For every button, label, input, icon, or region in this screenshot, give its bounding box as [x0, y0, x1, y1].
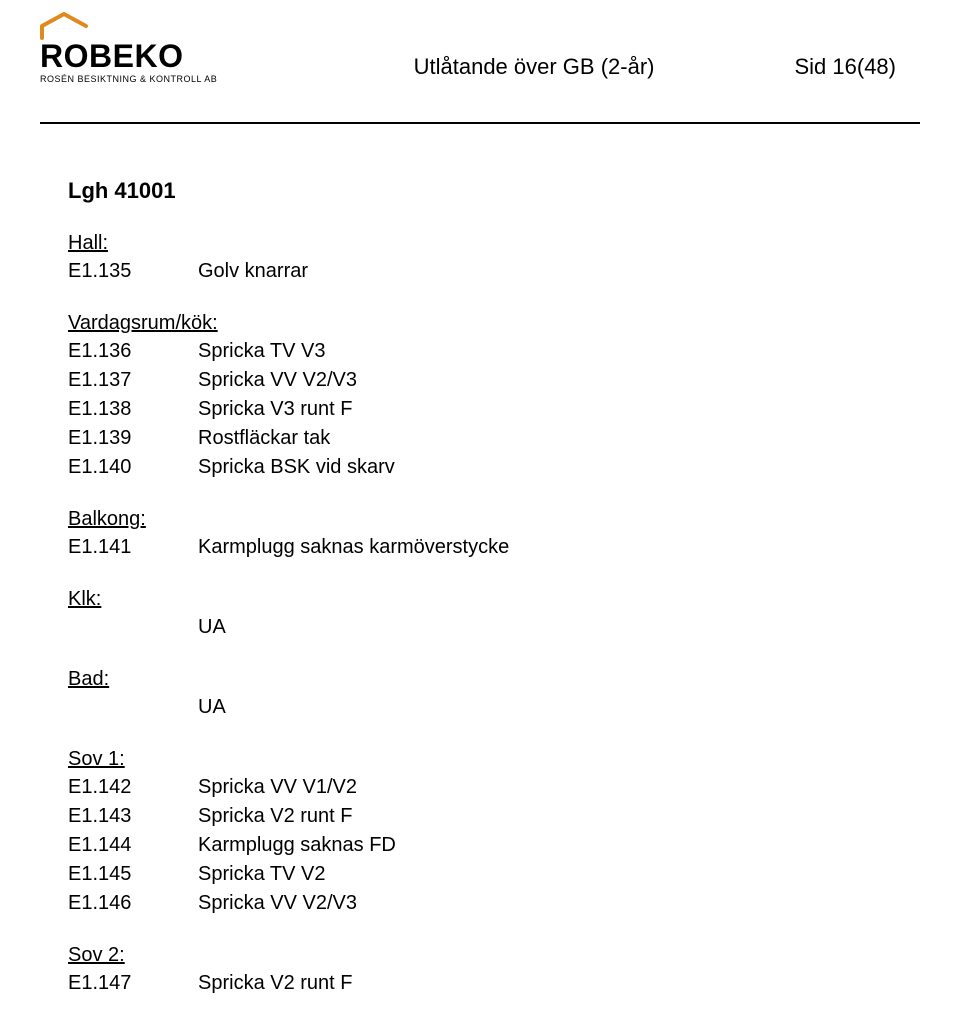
list-item: E1.144Karmplugg saknas FD: [68, 831, 900, 860]
item-text: UA: [198, 613, 900, 642]
list-item: E1.142Spricka VV V1/V2: [68, 773, 900, 802]
group-label: Sov 1:: [68, 748, 900, 771]
item-code: E1.141: [68, 533, 198, 562]
item-text: UA: [198, 693, 900, 722]
list-item: E1.146Spricka VV V2/V3: [68, 889, 900, 918]
doc-title: Utlåtande över GB (2-år): [414, 54, 655, 80]
list-item: UA: [68, 693, 900, 722]
item-text: Spricka VV V2/V3: [198, 889, 900, 918]
item-text: Karmplugg saknas karmöverstycke: [198, 533, 900, 562]
group: Vardagsrum/kök:E1.136Spricka TV V3E1.137…: [68, 312, 900, 482]
group-label: Sov 2:: [68, 944, 900, 967]
item-code: E1.136: [68, 337, 198, 366]
group: Hall:E1.135Golv knarrar: [68, 232, 900, 286]
item-text: Spricka TV V2: [198, 860, 900, 889]
list-item: E1.137Spricka VV V2/V3: [68, 366, 900, 395]
item-code: [68, 693, 198, 722]
list-item: UA: [68, 613, 900, 642]
groups: Hall:E1.135Golv knarrarVardagsrum/kök:E1…: [68, 232, 900, 998]
list-item: E1.135Golv knarrar: [68, 257, 900, 286]
item-code: E1.135: [68, 257, 198, 286]
item-text: Spricka V2 runt F: [198, 802, 900, 831]
group-label: Hall:: [68, 232, 900, 255]
item-text: Spricka VV V2/V3: [198, 366, 900, 395]
item-text: Spricka V2 runt F: [198, 969, 900, 998]
item-code: E1.142: [68, 773, 198, 802]
page-number: Sid 16(48): [794, 54, 896, 80]
item-code: E1.145: [68, 860, 198, 889]
header-rule: [40, 122, 920, 124]
item-text: Golv knarrar: [198, 257, 900, 286]
list-item: E1.141Karmplugg saknas karmöverstycke: [68, 533, 900, 562]
item-code: E1.140: [68, 453, 198, 482]
list-item: E1.139Rostfläckar tak: [68, 424, 900, 453]
list-item: E1.145Spricka TV V2: [68, 860, 900, 889]
group: Sov 2:E1.147Spricka V2 runt F: [68, 944, 900, 998]
item-code: E1.138: [68, 395, 198, 424]
item-code: E1.143: [68, 802, 198, 831]
item-text: Spricka VV V1/V2: [198, 773, 900, 802]
header: Utlåtande över GB (2-år) Sid 16(48): [0, 54, 960, 80]
content: Lgh 41001 Hall:E1.135Golv knarrar Vardags…: [68, 178, 900, 1024]
item-text: Spricka TV V3: [198, 337, 900, 366]
group: Balkong:E1.141Karmplugg saknas karmövers…: [68, 508, 900, 562]
item-text: Spricka V3 runt F: [198, 395, 900, 424]
item-code: E1.137: [68, 366, 198, 395]
group-label: Bad:: [68, 668, 900, 691]
group: Bad:UA: [68, 668, 900, 722]
item-code: E1.139: [68, 424, 198, 453]
item-code: E1.147: [68, 969, 198, 998]
group-label: Balkong:: [68, 508, 900, 531]
group-label: Vardagsrum/kök:: [68, 312, 900, 335]
group: Klk:UA: [68, 588, 900, 642]
list-item: E1.147Spricka V2 runt F: [68, 969, 900, 998]
page: ROBEKO ROSÉN BESIKTNING & KONTROLL AB Ut…: [0, 0, 960, 952]
list-item: E1.138Spricka V3 runt F: [68, 395, 900, 424]
section-title: Lgh 41001: [68, 178, 900, 204]
item-text: Spricka BSK vid skarv: [198, 453, 900, 482]
item-code: [68, 613, 198, 642]
list-item: E1.140Spricka BSK vid skarv: [68, 453, 900, 482]
item-code: E1.144: [68, 831, 198, 860]
list-item: E1.136Spricka TV V3: [68, 337, 900, 366]
item-text: Rostfläckar tak: [198, 424, 900, 453]
group: Sov 1:E1.142Spricka VV V1/V2E1.143Sprick…: [68, 748, 900, 918]
item-text: Karmplugg saknas FD: [198, 831, 900, 860]
item-code: E1.146: [68, 889, 198, 918]
list-item: E1.143Spricka V2 runt F: [68, 802, 900, 831]
group-label: Klk:: [68, 588, 900, 611]
